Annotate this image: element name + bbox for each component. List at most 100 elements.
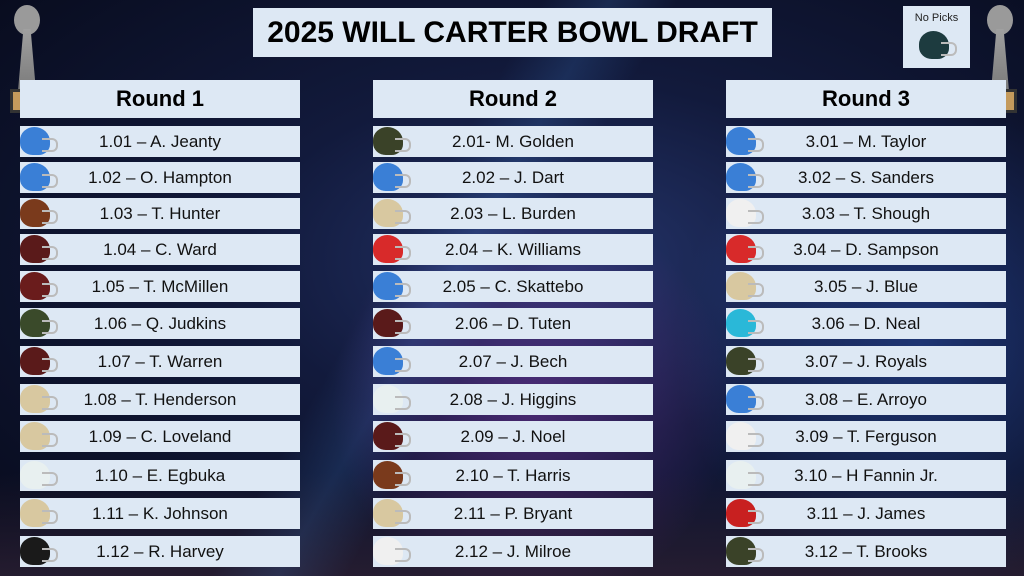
pick-row: 2.02 – J. Dart <box>373 162 653 193</box>
helmet-icon <box>371 198 411 228</box>
helmet-icon <box>18 460 58 490</box>
helmet-icon <box>371 308 411 338</box>
helmet-icon <box>724 308 764 338</box>
page-title: 2025 WILL CARTER BOWL DRAFT <box>253 8 772 57</box>
pick-label: 3.03 – T. Shough <box>801 203 931 223</box>
helmet-icon <box>724 234 764 264</box>
pick-row: 1.08 – T. Henderson <box>20 384 300 415</box>
pick-label: 3.07 – J. Royals <box>805 351 927 371</box>
helmet-icon <box>724 421 764 451</box>
pick-row: 1.05 – T. McMillen <box>20 271 300 302</box>
no-picks-label: No Picks <box>914 12 959 24</box>
pick-label: 2.02 – J. Dart <box>461 167 565 187</box>
helmet-icon <box>371 421 411 451</box>
pick-label: 2.06 – D. Tuten <box>454 313 572 333</box>
helmet-icon <box>371 460 411 490</box>
helmet-icon <box>724 271 764 301</box>
pick-row: 2.08 – J. Higgins <box>373 384 653 415</box>
pick-row: 1.04 – C. Ward <box>20 234 300 265</box>
helmet-icon <box>18 536 58 566</box>
pick-row: 1.07 – T. Warren <box>20 346 300 377</box>
pick-row: 2.11 – P. Bryant <box>373 498 653 529</box>
pick-label: 2.08 – J. Higgins <box>449 389 577 409</box>
round-column: Round 3 3.01 – M. Taylor 3.02 – S. Sanders… <box>726 80 1006 567</box>
pick-row: 3.03 – T. Shough <box>726 198 1006 229</box>
pick-label: 2.01- M. Golden <box>452 131 574 151</box>
helmet-icon <box>18 271 58 301</box>
helmet-icon <box>371 384 411 414</box>
pick-label: 3.06 – D. Neal <box>811 313 921 333</box>
pick-row: 3.05 – J. Blue <box>726 271 1006 302</box>
helmet-icon <box>18 198 58 228</box>
pick-label: 3.11 – J. James <box>806 503 926 523</box>
pick-row: 1.03 – T. Hunter <box>20 198 300 229</box>
pick-label: 2.03 – L. Burden <box>450 203 576 223</box>
pick-row: 1.06 – Q. Judkins <box>20 308 300 339</box>
pick-label: 1.07 – T. Warren <box>97 351 223 371</box>
helmet-icon <box>18 498 58 528</box>
pick-row: 3.01 – M. Taylor <box>726 126 1006 157</box>
pick-row: 3.12 – T. Brooks <box>726 536 1006 567</box>
pick-row: 2.04 – K. Williams <box>373 234 653 265</box>
helmet-icon <box>724 126 764 156</box>
pick-row: 1.09 – C. Loveland <box>20 421 300 452</box>
pick-label: 1.09 – C. Loveland <box>88 426 232 446</box>
pick-label: 2.05 – C. Skattebo <box>442 276 584 296</box>
helmet-icon <box>724 162 764 192</box>
pick-row: 2.10 – T. Harris <box>373 460 653 491</box>
pick-row: 3.07 – J. Royals <box>726 346 1006 377</box>
round-header: Round 3 <box>726 80 1006 118</box>
pick-label: 1.03 – T. Hunter <box>99 203 221 223</box>
helmet-icon <box>18 126 58 156</box>
pick-label: 3.08 – E. Arroyo <box>805 389 927 409</box>
helmet-icon <box>371 126 411 156</box>
round-header: Round 2 <box>373 80 653 118</box>
pick-label: 3.05 – J. Blue <box>814 276 918 296</box>
helmet-icon <box>724 198 764 228</box>
pick-label: 3.01 – M. Taylor <box>805 131 927 151</box>
helmet-icon <box>18 234 58 264</box>
pick-row: 2.05 – C. Skattebo <box>373 271 653 302</box>
pick-row: 2.07 – J. Bech <box>373 346 653 377</box>
pick-row: 3.06 – D. Neal <box>726 308 1006 339</box>
pick-row: 2.03 – L. Burden <box>373 198 653 229</box>
round-column: Round 1 1.01 – A. Jeanty 1.02 – O. Hampton… <box>20 80 300 567</box>
helmet-icon <box>724 346 764 376</box>
round-column: Round 2 2.01- M. Golden 2.02 – J. Dart 2.03… <box>373 80 653 567</box>
round-header: Round 1 <box>20 80 300 118</box>
pick-label: 1.04 – C. Ward <box>103 239 217 259</box>
pick-label: 3.04 – D. Sampson <box>793 239 939 259</box>
helmet-icon <box>724 384 764 414</box>
pick-label: 1.08 – T. Henderson <box>83 389 237 409</box>
pick-row: 3.04 – D. Sampson <box>726 234 1006 265</box>
pick-row: 3.08 – E. Arroyo <box>726 384 1006 415</box>
pick-label: 1.11 – K. Johnson <box>92 503 228 523</box>
pick-row: 2.09 – J. Noel <box>373 421 653 452</box>
helmet-icon <box>371 536 411 566</box>
pick-row: 1.12 – R. Harvey <box>20 536 300 567</box>
pick-row: 3.09 – T. Ferguson <box>726 421 1006 452</box>
pick-label: 1.10 – E. Egbuka <box>94 465 226 485</box>
helmet-icon <box>371 346 411 376</box>
helmet-icon <box>18 346 58 376</box>
pick-label: 2.12 – J. Milroe <box>454 541 572 561</box>
pick-row: 3.02 – S. Sanders <box>726 162 1006 193</box>
pick-label: 2.09 – J. Noel <box>460 426 566 446</box>
helmet-icon <box>18 421 58 451</box>
pick-row: 1.11 – K. Johnson <box>20 498 300 529</box>
pick-row: 1.02 – O. Hampton <box>20 162 300 193</box>
pick-label: 2.11 – P. Bryant <box>453 503 573 523</box>
helmet-icon <box>724 460 764 490</box>
pick-label: 1.12 – R. Harvey <box>96 541 224 561</box>
pick-label: 1.06 – Q. Judkins <box>93 313 227 333</box>
helmet-icon <box>724 536 764 566</box>
pick-label: 3.10 – H Fannin Jr. <box>794 465 938 485</box>
pick-label: 2.04 – K. Williams <box>444 239 582 259</box>
pick-label: 1.02 – O. Hampton <box>88 167 232 187</box>
pick-row: 3.11 – J. James <box>726 498 1006 529</box>
pick-row: 2.01- M. Golden <box>373 126 653 157</box>
pick-label: 2.10 – T. Harris <box>455 465 571 485</box>
no-picks-box: No Picks <box>903 6 970 68</box>
helmet-icon <box>18 308 58 338</box>
pick-label: 1.01 – A. Jeanty <box>99 131 221 151</box>
